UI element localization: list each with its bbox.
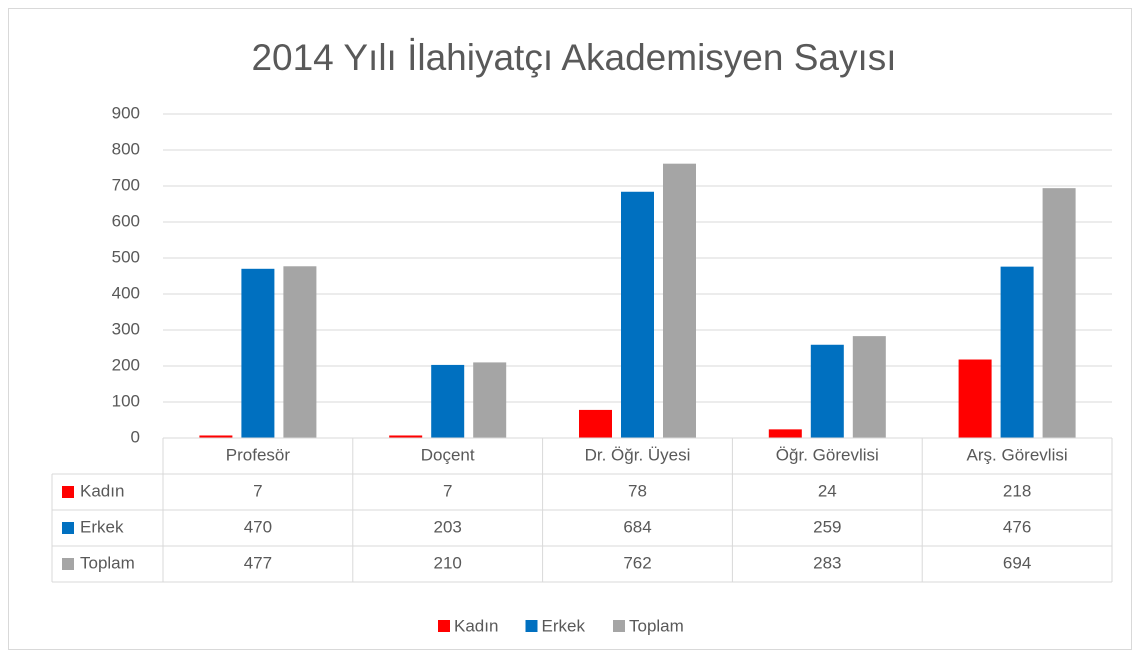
bar (579, 409, 612, 438)
table-legend-key (62, 522, 74, 534)
legend-label: Erkek (542, 616, 586, 635)
bar (283, 266, 317, 438)
bar (431, 364, 465, 438)
table-cell: 78 (628, 481, 647, 500)
bar (852, 336, 886, 438)
bar (241, 268, 275, 438)
table-legend-key (62, 558, 74, 570)
chart-border (8, 8, 1132, 650)
table-cell: 24 (818, 481, 837, 500)
x-tick-label: Doçent (421, 445, 475, 464)
table-series-name: Kadın (80, 481, 124, 500)
y-tick-label: 300 (112, 319, 140, 338)
bar (810, 344, 844, 438)
x-tick-label: Dr. Öğr. Üyesi (585, 445, 691, 464)
table-cell: 259 (813, 517, 841, 536)
y-tick-label: 500 (112, 247, 140, 266)
table-cell: 218 (1003, 481, 1031, 500)
table-cell: 476 (1003, 517, 1031, 536)
legend-key (438, 620, 450, 632)
bar (1000, 266, 1034, 438)
bar (473, 362, 507, 438)
legend-label: Kadın (454, 616, 498, 635)
y-tick-label: 600 (112, 211, 140, 230)
table-cell: 470 (244, 517, 272, 536)
legend-label: Toplam (629, 616, 684, 635)
table-cell: 7 (443, 481, 452, 500)
y-tick-label: 900 (112, 103, 140, 122)
table-series-name: Erkek (80, 517, 124, 536)
bar (199, 435, 233, 438)
table-cell: 210 (434, 553, 462, 572)
bar (1042, 188, 1076, 438)
table-series-name: Toplam (80, 553, 135, 572)
x-tick-label: Profesör (226, 445, 291, 464)
x-tick-label: Öğr. Görevlisi (776, 445, 879, 464)
table-legend-key (62, 486, 74, 498)
legend-key (613, 620, 625, 632)
table-cell: 762 (623, 553, 651, 572)
y-tick-label: 800 (112, 139, 140, 158)
bar (663, 163, 696, 438)
table-cell: 694 (1003, 553, 1031, 572)
bar (958, 359, 992, 438)
table-cell: 283 (813, 553, 841, 572)
bar (389, 435, 423, 438)
y-tick-label: 0 (131, 427, 140, 446)
bar (768, 429, 802, 438)
chart-title: 2014 Yılı İlahiyatçı Akademisyen Sayısı (251, 37, 896, 78)
table-cell: 7 (253, 481, 262, 500)
x-tick-label: Arş. Görevlisi (967, 445, 1068, 464)
table-cell: 684 (623, 517, 651, 536)
y-tick-label: 200 (112, 355, 140, 374)
table-cell: 203 (434, 517, 462, 536)
legend-key (525, 620, 538, 632)
y-tick-label: 700 (112, 175, 140, 194)
y-tick-label: 400 (112, 283, 140, 302)
table-cell: 477 (244, 553, 272, 572)
bar (621, 191, 654, 438)
y-tick-label: 100 (112, 391, 140, 410)
